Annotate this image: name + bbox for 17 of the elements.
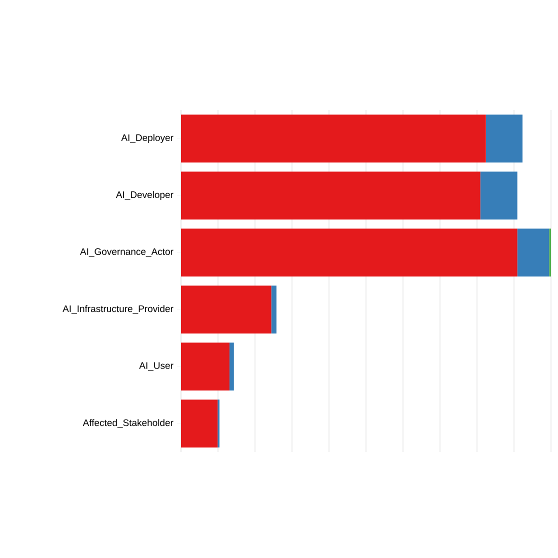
bar xyxy=(486,114,523,162)
bar xyxy=(181,400,218,448)
y-tick-label: AI_Deployer xyxy=(121,134,174,143)
bar xyxy=(181,172,480,220)
bar xyxy=(181,286,272,334)
y-tick-label: AI_User xyxy=(139,362,174,371)
y-tick-label: AI_Governance_Actor xyxy=(80,248,174,257)
bar xyxy=(480,172,518,220)
y-tick-label: AI_Infrastructure_Provider xyxy=(62,305,174,314)
y-tick-label: Affected_Stakeholder xyxy=(82,419,174,428)
bar xyxy=(271,286,276,334)
y-tick-label: AI_Developer xyxy=(116,191,174,200)
bar xyxy=(229,342,234,390)
bar xyxy=(181,114,486,162)
bar xyxy=(181,342,230,390)
bar xyxy=(517,228,550,276)
bar xyxy=(181,228,518,276)
